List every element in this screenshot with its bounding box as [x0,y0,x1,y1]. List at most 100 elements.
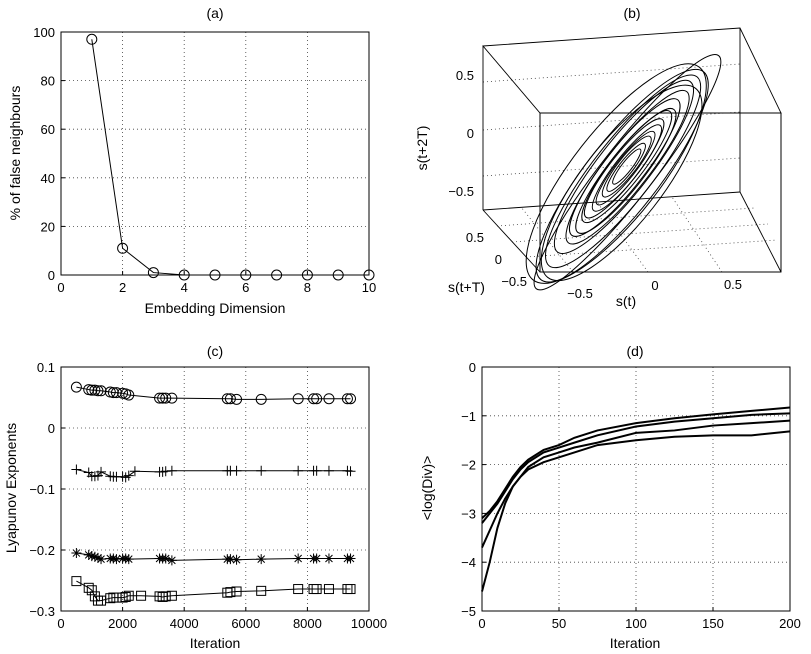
x-tick-label: 6000 [231,616,260,631]
trajectory-loop [591,124,663,212]
x-tick-label: 10 [362,280,376,295]
y-tick-label: 0 [48,421,55,436]
x-tick-label: 4000 [170,616,199,631]
panel-c-xlabel: Iteration [190,635,241,651]
box-edge-bottom-back [482,191,741,211]
panel-b-grid [482,63,778,273]
b-zlabel: s(t+2T) [414,126,430,171]
box-edge-bottom-left [482,209,541,273]
floor-grid-line [525,239,778,258]
circle-marker [70,381,82,393]
trajectory-loop [601,135,652,198]
y-tick-label: −0.1 [29,482,55,497]
plus-marker [293,465,304,476]
asterisk-marker [225,554,236,565]
panel-c: (c) Iteration Lyapunov Exponents 0 2000 40… [3,343,387,651]
x-tick-label: 10000 [351,616,387,631]
panel-c-title: (c) [207,343,223,359]
false-neighbours-line [91,39,369,276]
floor-grid-line [511,223,769,243]
trajectory-loop [581,110,673,224]
x-tick-label: 50 [552,616,566,631]
trajectory-loop [525,63,707,284]
asterisk-marker [71,548,82,559]
plot-frame [481,366,791,612]
panel-a-ylabel: % of false neighbours [7,86,23,221]
panel-d-ylabel: <log(Div)> [419,456,435,521]
circle-marker [301,269,313,281]
asterisk-marker [111,554,122,565]
x-tick-label: 0 [57,280,64,295]
square-marker [160,591,171,602]
plus-marker [160,466,171,477]
circle-marker [308,393,320,405]
asterisk-marker [89,551,100,562]
panel-a-title: (a) [206,5,223,21]
plus-marker [123,470,134,481]
circle-marker [86,384,98,396]
y-tick-label: −0.3 [29,604,55,619]
circle-marker [157,392,169,404]
y-tick-label: −4 [461,555,476,570]
x-tick-label: 150 [702,616,724,631]
circle-marker [292,393,304,405]
x-tick-label: 8 [304,280,311,295]
floor-grid-line [520,206,574,273]
trajectory-loop [569,98,681,237]
back-grid-line [482,157,741,177]
circle-marker [231,393,243,405]
floor-grid-line [671,196,723,273]
y-tick-label: 80 [41,74,55,89]
square-marker [154,591,165,602]
plus-marker [323,465,334,476]
circle-marker [224,393,236,405]
divergence-curve [481,412,791,524]
trajectory-loop [595,130,656,206]
panel-d-xlabel: Iteration [610,635,661,651]
asterisk-marker [293,553,304,564]
b-ylabel: s(t+T) [448,279,485,295]
square-marker [120,591,131,602]
plus-marker [71,464,82,475]
square-marker [256,585,267,596]
circle-marker [110,387,122,399]
trajectory-loop [612,148,642,185]
square-marker [345,584,356,595]
panel-b-title: (b) [623,5,640,21]
divergence-curve [481,406,791,520]
y-tick-label: 0.1 [37,360,55,375]
panel-a-xlabel: Embedding Dimension [145,300,286,316]
x-tick-label: 4 [181,280,188,295]
asterisk-marker [345,553,356,564]
b-ztick-label: 0.5 [456,68,474,83]
circle-marker [363,269,375,281]
y-tick-label: −2 [461,458,476,473]
x-tick-label: 2000 [108,616,137,631]
b-xtick-label: −0.5 [567,286,593,301]
back-grid-line [482,63,741,83]
divergence-curve [481,430,791,592]
circle-marker [117,242,129,254]
circle-marker [323,393,335,405]
circle-marker [107,387,119,399]
circle-marker [147,267,159,279]
circle-marker [255,393,267,405]
box-top-face [482,27,782,114]
x-tick-label: 2 [119,280,126,295]
trajectory-loop [575,108,677,234]
circle-marker [86,33,98,45]
b-ztick-label: −0.5 [448,184,474,199]
circle-marker [95,385,107,397]
divergence-curve [481,419,791,548]
x-tick-label: 0 [57,616,64,631]
asterisk-marker [83,549,94,560]
circle-marker [123,389,135,401]
circle-marker [311,393,323,405]
y-tick-label: −1 [461,409,476,424]
panel-d-title: (d) [626,343,643,359]
asterisk-marker [92,552,103,563]
box-edge-bottom-right [739,191,782,273]
asterisk-marker [166,555,177,566]
circle-marker [160,392,172,404]
